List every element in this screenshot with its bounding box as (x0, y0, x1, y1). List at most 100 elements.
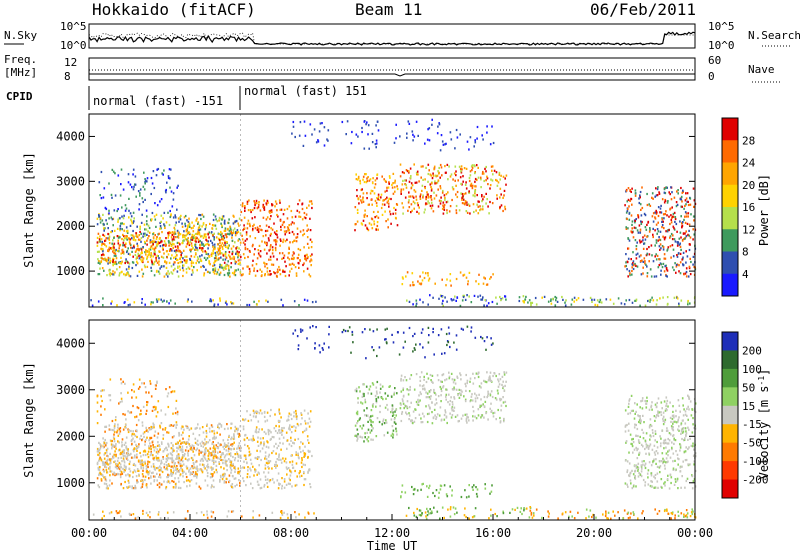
power-range-cell (621, 302, 623, 304)
power-range-cell (275, 243, 277, 245)
power-range-cell (170, 216, 172, 218)
power-range-cell (233, 229, 235, 231)
velocity-range-cell (188, 450, 190, 452)
velocity-range-cell (125, 418, 127, 420)
cpid-segment-2: normal (fast) 151 (244, 84, 367, 98)
velocity-range-cell (501, 384, 503, 386)
power-range-cell (424, 187, 426, 189)
power-range-cell (420, 283, 422, 285)
velocity-range-cell (288, 483, 290, 485)
velocity-range-cell (406, 379, 408, 381)
power-range-cell (152, 182, 154, 184)
power-range-cell (152, 233, 154, 235)
velocity-range-cell (137, 447, 139, 449)
power-range-cell (662, 224, 664, 226)
power-colorbar-swatch (722, 252, 738, 275)
velocity-range-cell (175, 427, 177, 429)
velocity-range-cell (449, 377, 451, 379)
velocity-range-cell (200, 452, 202, 454)
velocity-range-cell (258, 420, 260, 422)
power-range-cell (450, 131, 452, 133)
power-range-cell (319, 130, 321, 132)
velocity-range-cell (129, 412, 131, 414)
velocity-range-cell (97, 462, 99, 464)
power-range-cell (689, 266, 691, 268)
power-range-cell (406, 300, 408, 302)
velocity-range-cell (110, 394, 112, 396)
velocity-range-cell (193, 433, 195, 435)
velocity-range-cell (149, 511, 151, 513)
power-range-cell (658, 215, 660, 217)
power-range-cell (669, 223, 671, 225)
power-range-cell (474, 190, 476, 192)
velocity-range-cell (187, 441, 189, 443)
velocity-range-cell (199, 427, 201, 429)
velocity-range-cell (149, 442, 151, 444)
power-range-cell (258, 201, 260, 203)
power-range-cell (128, 268, 130, 270)
power-range-cell (228, 245, 230, 247)
nave-tick-top: 60 (708, 54, 721, 67)
power-range-cell (457, 191, 459, 193)
power-range-cell (410, 284, 412, 286)
power-range-cell (136, 243, 138, 245)
velocity-range-cell (373, 403, 375, 405)
power-range-cell (242, 204, 244, 206)
power-range-cell (102, 219, 104, 221)
power-range-cell (220, 223, 222, 225)
power-range-cell (307, 243, 309, 245)
power-range-cell (396, 203, 398, 205)
velocity-range-cell (422, 413, 424, 415)
power-range-cell (364, 214, 366, 216)
power-range-cell (481, 134, 483, 136)
velocity-range-cell (240, 467, 242, 469)
power-range-cell (229, 272, 231, 274)
velocity-range-cell (384, 422, 386, 424)
velocity-range-cell (158, 457, 160, 459)
power-range-cell (172, 205, 174, 207)
power-range-cell (198, 241, 200, 243)
power-range-cell (258, 231, 260, 233)
power-range-cell (431, 175, 433, 177)
power-range-cell (670, 245, 672, 247)
power-range-cell (412, 134, 414, 136)
power-range-cell (252, 217, 254, 219)
power-range-cell (357, 221, 359, 223)
power-range-cell (646, 229, 648, 231)
velocity-range-cell (102, 511, 104, 513)
power-colorbar-swatch (722, 207, 738, 230)
power-range-cell (438, 167, 440, 169)
velocity-range-cell (206, 436, 208, 438)
velocity-range-cell (196, 468, 198, 470)
velocity-range-cell (472, 399, 474, 401)
power-range-cell (689, 224, 691, 226)
power-range-cell (422, 196, 424, 198)
power-range-cell (223, 235, 225, 237)
velocity-range-cell (444, 414, 446, 416)
power-range-cell (146, 240, 148, 242)
velocity-range-cell (147, 514, 149, 516)
power-range-cell (298, 304, 300, 306)
power-range-cell (189, 224, 191, 226)
power-range-cell (264, 249, 266, 251)
power-range-cell (401, 189, 403, 191)
velocity-range-cell (150, 454, 152, 456)
power-range-cell (228, 254, 230, 256)
velocity-range-cell (266, 482, 268, 484)
power-range-cell (372, 218, 374, 220)
velocity-range-cell (175, 407, 177, 409)
power-range-cell (489, 201, 491, 203)
power-range-cell (238, 231, 240, 233)
power-range-cell (104, 240, 106, 242)
velocity-range-cell (475, 397, 477, 399)
power-range-cell (674, 297, 676, 299)
velocity-range-cell (102, 464, 104, 466)
velocity-range-cell (179, 469, 181, 471)
power-range-cell (181, 223, 183, 225)
power-range-cell (529, 299, 531, 301)
velocity-range-cell (131, 457, 133, 459)
power-range-cell (300, 249, 302, 251)
power-range-cell (209, 256, 211, 258)
velocity-range-cell (310, 410, 312, 412)
power-range-cell (657, 222, 659, 224)
